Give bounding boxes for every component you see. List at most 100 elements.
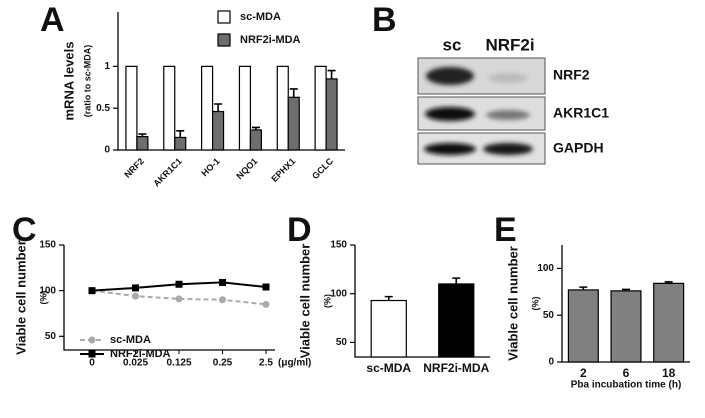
panel-letter: E (494, 211, 517, 249)
error-bar (289, 88, 298, 98)
bar (653, 282, 685, 363)
x-tick-label: 18 (662, 366, 676, 380)
row-label: GAPDH (553, 140, 604, 156)
bar (325, 78, 338, 151)
bar (610, 290, 642, 363)
y-tick-label: 0.5 (96, 103, 110, 114)
x-tick-label: NRF2 (122, 156, 146, 180)
panel-letter: A (40, 1, 65, 39)
legend-marker (88, 336, 96, 344)
marker (262, 283, 270, 291)
x-tick-label: NRF2i-MDA (423, 361, 489, 375)
bar (163, 65, 176, 151)
y-tick-label: 50 (45, 331, 57, 342)
axis-line (117, 12, 345, 151)
y-axis-title: mRNA levels (61, 42, 76, 121)
y-axis-subtitle: (%) (38, 291, 48, 305)
x-tick-label: HO-1 (199, 156, 221, 178)
band (483, 143, 533, 155)
y-tick-label: 0 (548, 357, 554, 368)
y-tick-label: 1 (104, 61, 110, 72)
x-unit: (μg/ml) (278, 358, 311, 369)
marker (175, 295, 183, 303)
marker (262, 300, 270, 308)
panel-letter: B (372, 1, 397, 39)
bar (238, 65, 252, 151)
legend-swatch (217, 10, 231, 24)
y-tick-label: 100 (330, 288, 347, 299)
y-tick-label: 100 (537, 263, 554, 274)
marker (219, 278, 226, 286)
band (488, 73, 528, 83)
error-bar (327, 69, 336, 79)
y-tick-label: 150 (330, 240, 347, 251)
y-axis-title: Viable cell number (13, 240, 28, 355)
x-tick-label: 0 (89, 358, 95, 369)
bar (125, 65, 138, 151)
y-axis-title: Viable cell number (505, 246, 520, 361)
bar (567, 289, 599, 363)
bar (174, 136, 187, 151)
bar (201, 65, 214, 151)
bar (314, 65, 327, 151)
marker (132, 292, 139, 300)
marker (132, 284, 139, 292)
y-axis-subtitle: (%) (322, 294, 332, 308)
marker (175, 280, 183, 288)
legend-swatch (217, 33, 231, 47)
x-tick-label: GCLC (310, 156, 335, 181)
x-tick-label: 2 (580, 366, 587, 380)
axis-line (63, 245, 275, 351)
bar (287, 96, 300, 151)
legend-label: sc-MDA (240, 11, 281, 23)
y-axis-subtitle: (%) (530, 297, 540, 311)
x-tick-label: 0.25 (213, 358, 233, 369)
x-tick-label: NQO1 (234, 156, 259, 181)
error-bar (214, 103, 223, 112)
y-tick-label: 50 (543, 310, 555, 321)
bar (136, 136, 149, 151)
panel-letter: C (12, 211, 37, 249)
legend-label: sc-MDA (110, 334, 151, 346)
legend-label: NRF2i-MDA (110, 348, 171, 360)
band (426, 67, 474, 85)
bar (211, 110, 225, 151)
x-tick-label: 0.025 (123, 358, 148, 369)
band (486, 110, 530, 120)
bar (370, 299, 407, 358)
bar (249, 129, 262, 151)
x-tick-label: sc-MDA (366, 361, 411, 375)
western-blot: B sc NRF2i NRF2 AKR1C1 GAPDH (372, 1, 609, 165)
legend-marker (88, 350, 96, 358)
x-tick-label: AKR1C1 (151, 156, 184, 189)
y-tick-label: 0 (104, 145, 110, 156)
marker (88, 287, 96, 295)
x-tick-label: 0.125 (166, 358, 191, 369)
lane-label: sc (443, 35, 462, 54)
y-tick-label: 150 (39, 240, 56, 251)
y-tick-label: 50 (336, 337, 348, 348)
x-tick-label: 2.5 (259, 358, 273, 369)
band (424, 143, 476, 155)
band (425, 107, 475, 121)
error-bar (384, 295, 393, 301)
y-axis-title: Viable cell number (297, 244, 312, 359)
lane-label: NRF2i (485, 35, 534, 54)
marker (219, 296, 226, 304)
x-tick-label: EPHX1 (269, 156, 297, 184)
bar (438, 283, 475, 358)
y-axis-subtitle: (ratio to sc-MDA) (82, 45, 92, 118)
row-label: NRF2 (553, 67, 590, 83)
x-axis-title: Pba incubation time (h) (571, 380, 682, 391)
legend-label: NRF2i-MDA (240, 34, 301, 46)
line (91, 289, 267, 306)
y-tick-label: 100 (39, 285, 56, 296)
error-bar (452, 277, 461, 284)
panel-letter: D (287, 211, 312, 249)
x-tick-label: 6 (623, 366, 630, 380)
